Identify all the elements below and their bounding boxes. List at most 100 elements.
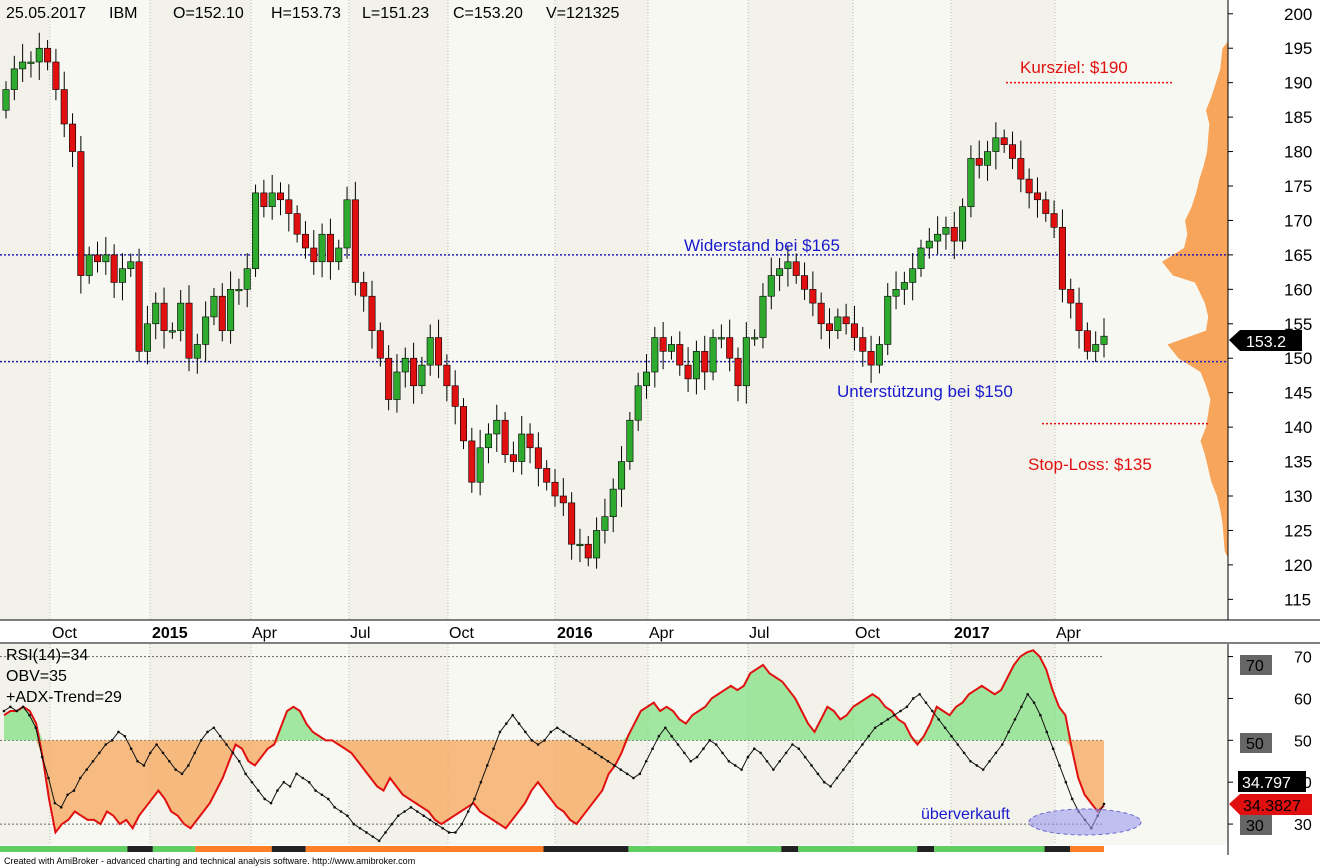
candle-body (767, 275, 775, 297)
price-y-tick-label: 150 (1284, 349, 1312, 368)
candle-body (751, 337, 759, 340)
black-series-point (1058, 764, 1061, 767)
trend-bar-segment (195, 846, 272, 852)
candle-body (884, 295, 892, 345)
tick-box-30-label: 30 (1246, 818, 1264, 835)
black-series-point (72, 789, 76, 792)
black-series-point (218, 734, 222, 738)
black-series-point (562, 730, 565, 734)
black-series-point (524, 730, 527, 734)
black-series-point (155, 743, 158, 746)
black-series-point (1070, 797, 1074, 801)
candle-body (543, 468, 551, 483)
black-series-point (409, 806, 413, 809)
black-series-point (466, 810, 470, 813)
candle-body (501, 419, 509, 455)
candle-body (801, 275, 809, 290)
candle-body (676, 344, 684, 366)
candle-body (942, 227, 950, 235)
annotation-stop-loss: Stop-Loss: $135 (1028, 455, 1152, 474)
black-series-point (663, 726, 667, 730)
header-close: C=153.20 (453, 5, 523, 22)
black-series-point (257, 789, 260, 792)
candle-body (593, 530, 601, 559)
x-axis-label: 2015 (152, 625, 188, 642)
black-series-point (21, 705, 25, 709)
value-label-black: 34.797 (1242, 775, 1291, 792)
candle-body (69, 123, 77, 152)
black-series-point (918, 692, 921, 696)
x-axis-label: Apr (1056, 625, 1082, 642)
value-label-black-bg (1238, 771, 1306, 792)
candle-body (252, 192, 260, 269)
black-series-point (943, 726, 947, 730)
candle-body (210, 295, 218, 318)
black-series-point (358, 826, 362, 830)
black-series-point (574, 739, 578, 742)
candle-body (609, 488, 617, 517)
price-band (448, 0, 555, 620)
black-series-point (714, 743, 718, 746)
black-series-point (384, 831, 387, 834)
candle-body (44, 47, 52, 63)
header-volume: V=121325 (546, 5, 620, 22)
candle-body (626, 419, 634, 462)
candle-body (1000, 137, 1008, 145)
candle-body (1083, 330, 1091, 352)
legend-obv: OBV=35 (6, 668, 67, 685)
black-series-point (632, 776, 635, 780)
x-axis-label: Apr (649, 625, 675, 642)
x-axis-label: Oct (855, 625, 880, 642)
black-series-point (810, 764, 813, 767)
price-y-tick-label: 175 (1284, 177, 1312, 196)
black-series-point (1032, 701, 1036, 704)
black-series-point (613, 764, 616, 767)
indicator-y-tick-label: 30 (1294, 817, 1312, 834)
black-series-point (842, 768, 845, 771)
candle-body (85, 254, 93, 276)
black-series-point (276, 789, 279, 792)
candle-body (276, 192, 284, 201)
x-axis-label: Oct (449, 625, 474, 642)
price-band (648, 0, 748, 620)
value-label-red: 34.3827 (1243, 798, 1301, 815)
black-series-point (371, 835, 375, 838)
black-series-point (79, 776, 82, 780)
candle-body (867, 351, 875, 366)
tick-box-50 (1240, 733, 1272, 753)
black-series-point (59, 806, 63, 809)
oversold-fill (4, 740, 1104, 833)
candle-body (127, 261, 135, 269)
candle-body (584, 543, 592, 559)
black-series-point (104, 743, 108, 746)
black-series-point (2, 709, 6, 713)
header-symbol: IBM (109, 5, 137, 22)
candle-body (135, 261, 143, 352)
black-series-point (199, 739, 203, 742)
black-series-point (301, 776, 305, 780)
candle-body (992, 137, 1000, 152)
candle-body (435, 337, 443, 366)
black-series-line (3, 693, 1105, 842)
black-series-point (822, 780, 826, 784)
candle-body (418, 364, 426, 387)
black-series-point (85, 768, 88, 771)
candle-body (726, 337, 734, 359)
candle-body (10, 68, 18, 90)
candle-body (193, 344, 201, 359)
black-series-point (708, 739, 712, 742)
candle-body (717, 337, 725, 340)
candle-body (19, 61, 27, 70)
black-series-point (320, 793, 324, 797)
price-band (251, 0, 349, 620)
candle-body (376, 330, 384, 359)
candle-body (601, 516, 609, 531)
black-series-point (759, 751, 762, 755)
black-series-point (911, 697, 915, 700)
black-series-point (250, 780, 254, 784)
indicator-y-tick-label: 50 (1294, 733, 1312, 750)
black-series-point (422, 814, 425, 817)
candle-body (351, 199, 359, 283)
black-series-point (174, 768, 177, 771)
black-series-point (886, 718, 890, 721)
